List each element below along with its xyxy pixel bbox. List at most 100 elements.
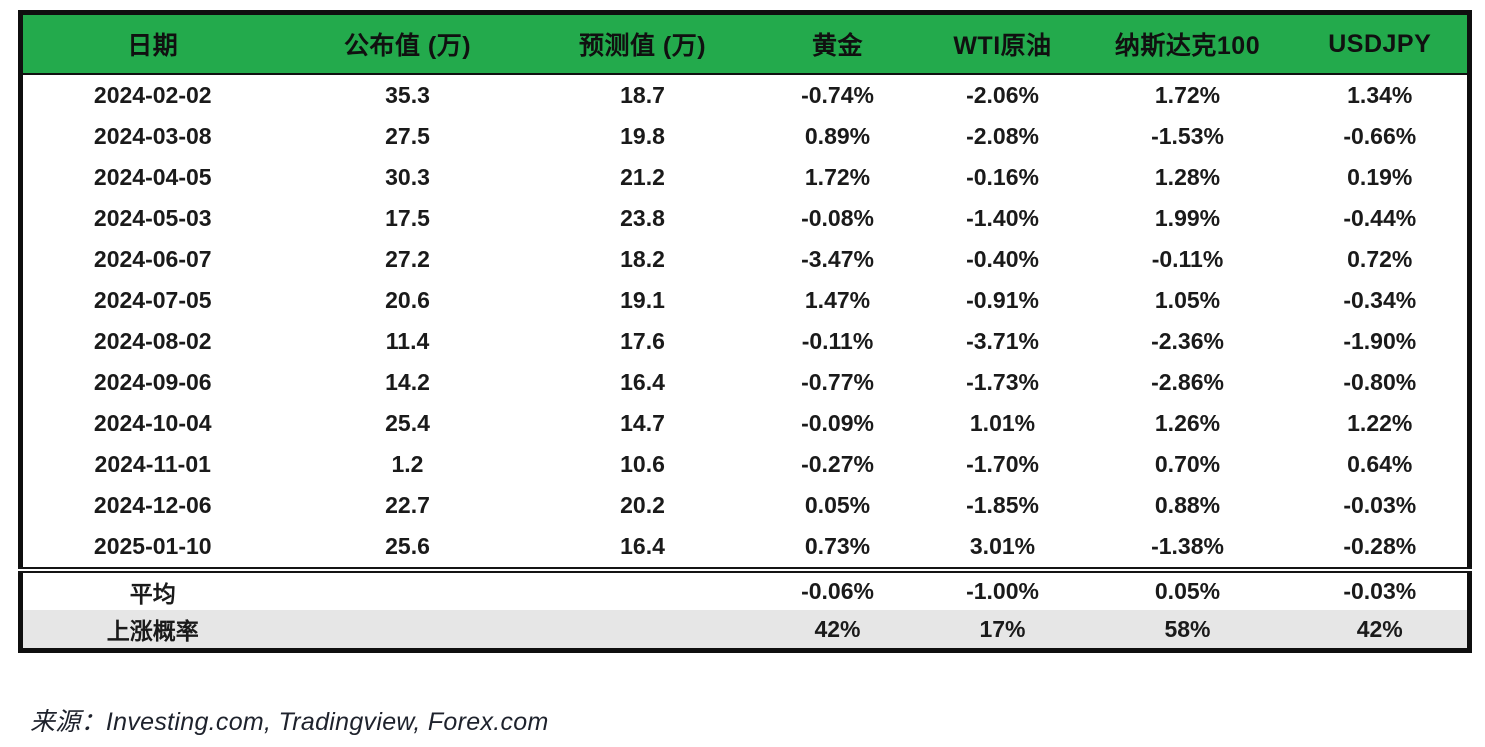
table-row: 2025-01-10 25.6 16.4 0.73% 3.01% -1.38% -0.28%: [21, 526, 1470, 570]
gold-cell: 1.72%: [804, 164, 871, 190]
up-probability-wti: 17%: [979, 615, 1026, 642]
header-nasdaq100: 纳斯达克100: [1082, 12, 1293, 75]
up-probability-label: 上涨概率: [106, 618, 199, 644]
table-row: 2024-03-08 27.5 19.8 0.89% -2.08% -1.53% -0.66…: [21, 116, 1470, 157]
up-probability-gold: 42%: [814, 615, 861, 642]
average-nasdaq: 0.05%: [1154, 578, 1221, 604]
gold-cell: 0.89%: [804, 123, 871, 149]
forecast-cell: 19.1: [620, 287, 665, 313]
forecast-cell: 20.2: [620, 492, 665, 518]
probability-published-empty: [283, 610, 533, 651]
published-cell: 17.5: [385, 205, 430, 231]
forecast-cell: 10.6: [620, 451, 665, 477]
average-label: 平均: [129, 580, 176, 607]
wti-cell: -0.40%: [966, 246, 1039, 272]
gold-cell: 0.05%: [804, 492, 871, 518]
gold-cell: -0.08%: [801, 205, 874, 231]
table-header: 日期 公布值 (万) 预测值 (万) 黄金 WTI原油 纳斯达克100 USDJ…: [20, 12, 1470, 75]
nasdaq-cell: -1.38%: [1151, 533, 1224, 559]
date-cell: 2024-05-03: [93, 205, 212, 231]
wti-cell: -1.70%: [966, 451, 1039, 477]
gold-cell: -0.09%: [801, 410, 874, 436]
table-body: 2024-02-02 35.3 18.7 -0.74% -2.06% 1.72% 1.34%…: [21, 74, 1470, 570]
wti-cell: -1.85%: [966, 492, 1039, 518]
table-row: 2024-12-06 22.7 20.2 0.05% -1.85% 0.88% -0.03%: [21, 485, 1470, 526]
date-cell: 2024-03-08: [93, 123, 212, 149]
payrolls-reaction-table-container: 日期 公布值 (万) 预测值 (万) 黄金 WTI原油 纳斯达克100 USDJ…: [18, 10, 1472, 653]
table-row: 2024-02-02 35.3 18.7 -0.74% -2.06% 1.72% 1.34%: [21, 74, 1470, 116]
table-row: 2024-08-02 11.4 17.6 -0.11% -3.71% -2.36% -1.9…: [21, 321, 1470, 362]
table-row: 2024-10-04 25.4 14.7 -0.09% 1.01% 1.26% 1.22%: [21, 403, 1470, 444]
date-cell: 2024-04-05: [93, 164, 212, 190]
date-cell: 2024-11-01: [94, 451, 211, 477]
forecast-cell: 19.8: [620, 123, 665, 149]
gold-cell: -0.11%: [801, 328, 874, 354]
header-usdjpy: USDJPY: [1292, 12, 1470, 75]
usdjpy-cell: -0.80%: [1343, 369, 1417, 395]
usdjpy-cell: 0.64%: [1347, 451, 1413, 477]
table-row: 2024-04-05 30.3 21.2 1.72% -0.16% 1.28% 0.19%: [21, 157, 1470, 198]
nasdaq-cell: 1.72%: [1154, 82, 1221, 108]
probability-forecast-empty: [533, 610, 753, 651]
published-cell: 14.2: [385, 369, 430, 395]
date-cell: 2024-10-04: [93, 410, 212, 436]
payrolls-reaction-table: 日期 公布值 (万) 预测值 (万) 黄金 WTI原油 纳斯达克100 USDJ…: [18, 10, 1472, 653]
table-row: 2024-09-06 14.2 16.4 -0.77% -1.73% -2.86% -0.8…: [21, 362, 1470, 403]
average-usdjpy: -0.03%: [1343, 578, 1417, 604]
forecast-cell: 16.4: [620, 533, 665, 559]
published-cell: 25.6: [385, 533, 430, 559]
header-wti-crude: WTI原油: [922, 12, 1083, 75]
date-cell: 2025-01-10: [93, 533, 212, 559]
published-cell: 11.4: [385, 328, 430, 354]
usdjpy-cell: -0.28%: [1343, 533, 1417, 559]
wti-cell: -2.06%: [966, 82, 1039, 108]
wti-cell: -1.40%: [966, 205, 1039, 231]
table-row: 2024-06-07 27.2 18.2 -3.47% -0.40% -0.11% 0.72…: [21, 239, 1470, 280]
average-forecast-empty: [533, 570, 753, 610]
up-probability-row: 上涨概率 42% 17% 58% 42%: [20, 610, 1470, 651]
forecast-cell: 16.4: [620, 369, 665, 395]
wti-cell: -0.16%: [966, 164, 1039, 190]
gold-cell: -0.77%: [801, 369, 874, 395]
date-cell: 2024-08-02: [93, 328, 212, 354]
nasdaq-cell: 1.28%: [1154, 164, 1221, 190]
nasdaq-cell: -1.53%: [1151, 123, 1224, 149]
published-cell: 35.3: [385, 82, 430, 108]
usdjpy-cell: -0.03%: [1343, 492, 1417, 518]
published-cell: 1.2: [391, 451, 424, 477]
published-cell: 22.7: [385, 492, 430, 518]
up-probability-nasdaq: 58%: [1164, 615, 1211, 642]
nasdaq-cell: -2.36%: [1151, 328, 1224, 354]
wti-cell: -2.08%: [966, 123, 1039, 149]
date-cell: 2024-02-02: [93, 82, 212, 108]
gold-cell: 1.47%: [804, 287, 871, 313]
date-cell: 2024-06-07: [93, 246, 212, 272]
nasdaq-cell: 1.05%: [1154, 287, 1221, 313]
average-wti: -1.00%: [966, 578, 1039, 604]
nasdaq-cell: 0.88%: [1154, 492, 1221, 518]
gold-cell: -3.47%: [801, 246, 874, 272]
up-probability-usdjpy: 42%: [1356, 615, 1403, 642]
published-cell: 30.3: [385, 164, 430, 190]
table-row: 2024-05-03 17.5 23.8 -0.08% -1.40% 1.99% -0.44…: [21, 198, 1470, 239]
date-cell: 2024-09-06: [93, 369, 212, 395]
usdjpy-cell: 0.19%: [1347, 164, 1413, 190]
usdjpy-cell: 1.22%: [1347, 410, 1413, 436]
forecast-cell: 14.7: [620, 410, 665, 436]
usdjpy-cell: -0.66%: [1343, 123, 1417, 149]
header-published-value: 公布值 (万): [282, 12, 533, 75]
table-row: 2024-11-01 1.2 10.6 -0.27% -1.70% 0.70% 0.64%: [21, 444, 1470, 485]
wti-cell: -3.71%: [966, 328, 1039, 354]
published-cell: 27.5: [385, 123, 430, 149]
nasdaq-cell: 0.70%: [1154, 451, 1221, 477]
gold-cell: -0.74%: [801, 82, 874, 108]
published-cell: 25.4: [385, 410, 430, 436]
nasdaq-cell: 1.26%: [1154, 410, 1221, 436]
gold-cell: 0.73%: [804, 533, 871, 559]
wti-cell: 3.01%: [969, 533, 1036, 559]
published-cell: 27.2: [385, 246, 430, 272]
forecast-cell: 18.7: [620, 82, 665, 108]
forecast-cell: 18.2: [620, 246, 665, 272]
date-cell: 2024-07-05: [93, 287, 212, 313]
wti-cell: 1.01%: [969, 410, 1036, 436]
